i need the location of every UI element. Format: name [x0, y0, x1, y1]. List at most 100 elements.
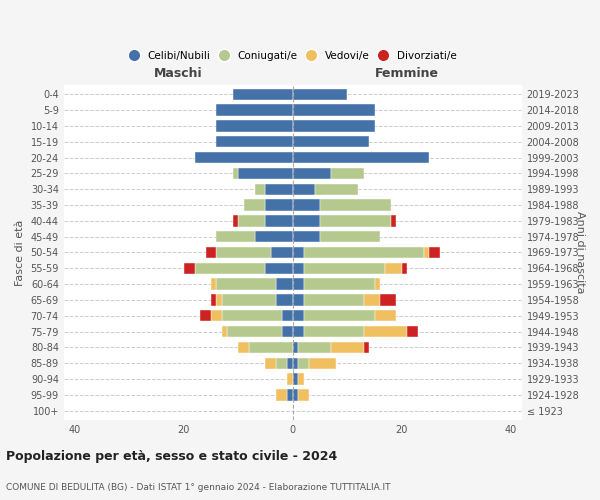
Bar	[320, 215, 391, 226]
Bar	[380, 294, 397, 306]
Bar	[194, 152, 293, 164]
Bar	[293, 294, 304, 306]
Bar	[298, 374, 304, 384]
Legend: Celibi/Nubili, Coniugati/e, Vedovi/e, Divorziati/e: Celibi/Nubili, Coniugati/e, Vedovi/e, Di…	[125, 46, 461, 65]
Bar	[293, 215, 320, 226]
Bar	[293, 389, 298, 400]
Bar	[304, 326, 364, 338]
Bar	[194, 262, 265, 274]
Bar	[282, 310, 293, 322]
Bar	[184, 262, 194, 274]
Bar	[293, 120, 374, 132]
Bar	[222, 310, 282, 322]
Bar	[211, 278, 217, 290]
Bar	[277, 389, 287, 400]
Bar	[265, 200, 293, 210]
Bar	[298, 389, 309, 400]
Bar	[429, 247, 440, 258]
Bar	[293, 152, 429, 164]
Bar	[211, 310, 222, 322]
Bar	[271, 247, 293, 258]
Bar	[233, 88, 293, 100]
Bar	[287, 358, 293, 369]
Bar	[293, 231, 320, 242]
Bar	[217, 120, 293, 132]
Bar	[385, 262, 402, 274]
Bar	[293, 310, 304, 322]
Bar	[282, 326, 293, 338]
Bar	[298, 358, 309, 369]
Bar	[293, 168, 331, 179]
Bar	[293, 184, 314, 195]
Bar	[293, 278, 304, 290]
Bar	[364, 342, 369, 353]
Bar	[233, 168, 238, 179]
Bar	[331, 342, 364, 353]
Bar	[293, 358, 298, 369]
Bar	[304, 262, 385, 274]
Bar	[277, 358, 287, 369]
Bar	[293, 136, 369, 147]
Bar	[424, 247, 429, 258]
Y-axis label: Anni di nascita: Anni di nascita	[575, 211, 585, 294]
Bar	[407, 326, 418, 338]
Bar	[391, 215, 397, 226]
Bar	[238, 342, 249, 353]
Text: Popolazione per età, sesso e stato civile - 2024: Popolazione per età, sesso e stato civil…	[6, 450, 337, 463]
Bar	[222, 326, 227, 338]
Bar	[320, 231, 380, 242]
Bar	[304, 310, 374, 322]
Bar	[265, 215, 293, 226]
Bar	[217, 294, 222, 306]
Bar	[206, 247, 217, 258]
Bar	[217, 104, 293, 116]
Bar	[265, 184, 293, 195]
Bar	[200, 310, 211, 322]
Bar	[320, 200, 391, 210]
Bar	[304, 278, 374, 290]
Bar	[211, 294, 217, 306]
Bar	[254, 184, 265, 195]
Bar	[293, 262, 304, 274]
Bar	[238, 168, 293, 179]
Bar	[331, 168, 364, 179]
Bar	[238, 215, 265, 226]
Bar	[402, 262, 407, 274]
Bar	[277, 294, 293, 306]
Bar	[233, 215, 238, 226]
Bar	[293, 247, 304, 258]
Bar	[287, 374, 293, 384]
Bar	[304, 247, 424, 258]
Bar	[293, 326, 304, 338]
Bar	[293, 200, 320, 210]
Bar	[298, 342, 331, 353]
Bar	[293, 104, 374, 116]
Bar	[217, 231, 254, 242]
Bar	[254, 231, 293, 242]
Text: Maschi: Maschi	[154, 67, 203, 80]
Bar	[314, 184, 358, 195]
Bar	[293, 374, 298, 384]
Bar	[277, 278, 293, 290]
Bar	[293, 342, 298, 353]
Bar	[217, 136, 293, 147]
Y-axis label: Fasce di età: Fasce di età	[15, 220, 25, 286]
Bar	[364, 326, 407, 338]
Bar	[217, 247, 271, 258]
Bar	[217, 278, 277, 290]
Bar	[287, 389, 293, 400]
Bar	[374, 278, 380, 290]
Bar	[222, 294, 277, 306]
Bar	[364, 294, 380, 306]
Bar	[374, 310, 397, 322]
Bar	[309, 358, 337, 369]
Bar	[304, 294, 364, 306]
Bar	[293, 88, 347, 100]
Bar	[244, 200, 265, 210]
Bar	[227, 326, 282, 338]
Bar	[265, 358, 277, 369]
Text: COMUNE DI BEDULITA (BG) - Dati ISTAT 1° gennaio 2024 - Elaborazione TUTTITALIA.I: COMUNE DI BEDULITA (BG) - Dati ISTAT 1° …	[6, 483, 391, 492]
Bar	[265, 262, 293, 274]
Text: Femmine: Femmine	[375, 67, 439, 80]
Bar	[249, 342, 293, 353]
